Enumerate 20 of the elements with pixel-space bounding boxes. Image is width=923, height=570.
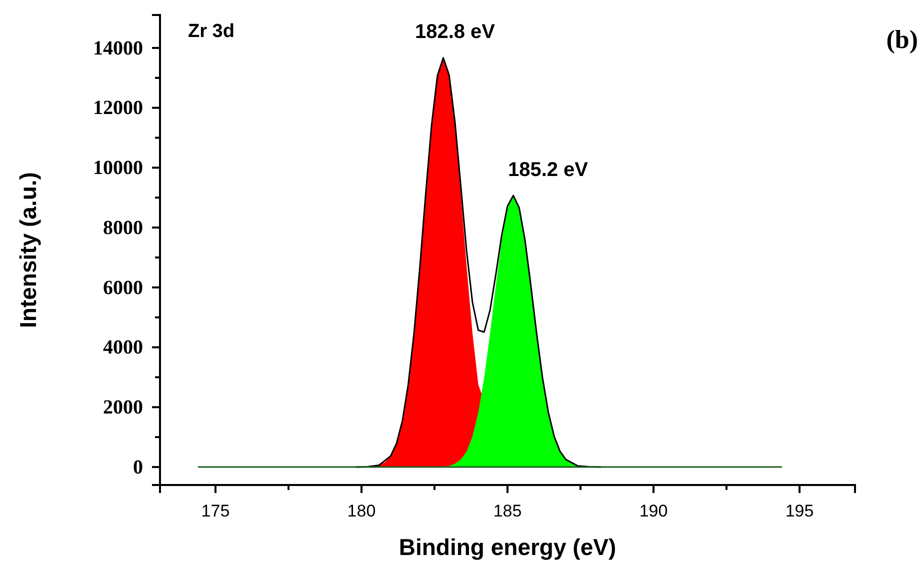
- chart-title: Zr 3d: [188, 21, 234, 42]
- text: (b): [886, 25, 918, 54]
- x-tick-label: 190: [639, 501, 668, 520]
- y-tick-label: 12000: [93, 97, 143, 120]
- x-axis-title: Binding energy (eV): [398, 534, 616, 560]
- annotation: 182.8 eV: [414, 21, 496, 43]
- y-tick-label: 8000: [103, 216, 143, 239]
- y-tick-label: 6000: [103, 276, 143, 299]
- annotation: 185.2 eV: [508, 159, 589, 181]
- y-tick-label: 0: [133, 456, 143, 478]
- y-tick-label: 2000: [103, 396, 143, 419]
- x-tick-label: 175: [201, 501, 230, 520]
- line-series: [354, 57, 602, 468]
- x-tick-label: 185: [493, 501, 522, 520]
- y-tick-label: 10000: [93, 157, 143, 180]
- y-axis-title: Intensity (a.u.): [15, 172, 41, 328]
- y-tick-label: 4000: [103, 336, 143, 359]
- y-tick-label: 14000: [93, 37, 143, 60]
- x-tick-label: 180: [347, 501, 376, 520]
- x-tick-label: 195: [785, 501, 814, 520]
